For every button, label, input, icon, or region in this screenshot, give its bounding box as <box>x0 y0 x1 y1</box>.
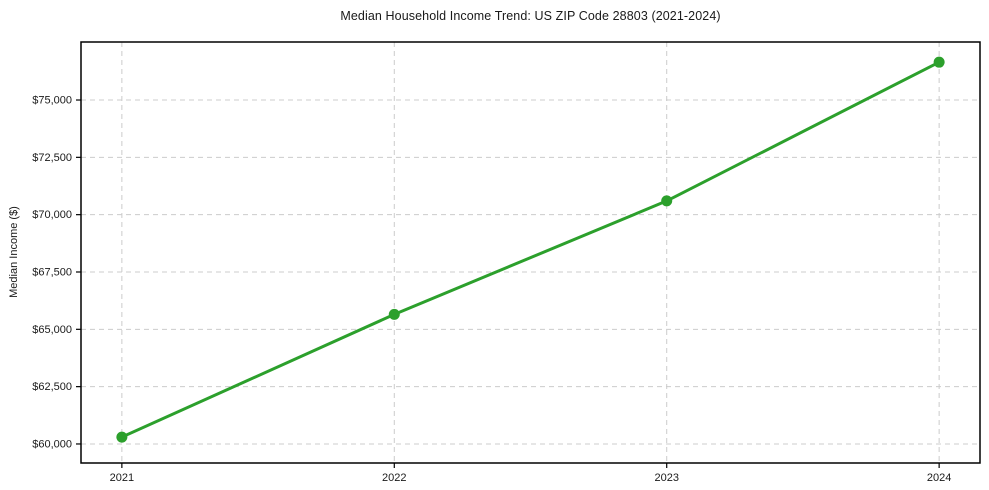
data-point-2022 <box>388 308 400 320</box>
data-point-2023 <box>661 195 673 207</box>
trend-line <box>120 60 941 439</box>
y-tick-label: $75,000 <box>32 95 72 107</box>
y-tick-label: $65,000 <box>32 324 72 336</box>
y-tick-label: $67,500 <box>32 266 72 278</box>
y-tick-label: $60,000 <box>32 438 72 450</box>
x-tick-label: 2023 <box>654 472 678 484</box>
y-tick-label: $62,500 <box>32 381 72 393</box>
plot-border <box>80 41 981 464</box>
y-tick-label: $72,500 <box>32 152 72 164</box>
y-tick-label: $70,000 <box>32 209 72 221</box>
x-tick-label: 2024 <box>927 472 951 484</box>
chart-title: Median Household Income Trend: US ZIP Co… <box>340 9 721 23</box>
x-tick-label: 2021 <box>110 472 134 484</box>
x-tick-label: 2022 <box>382 472 406 484</box>
data-point-2024 <box>933 56 945 68</box>
data-point-2021 <box>116 431 128 443</box>
